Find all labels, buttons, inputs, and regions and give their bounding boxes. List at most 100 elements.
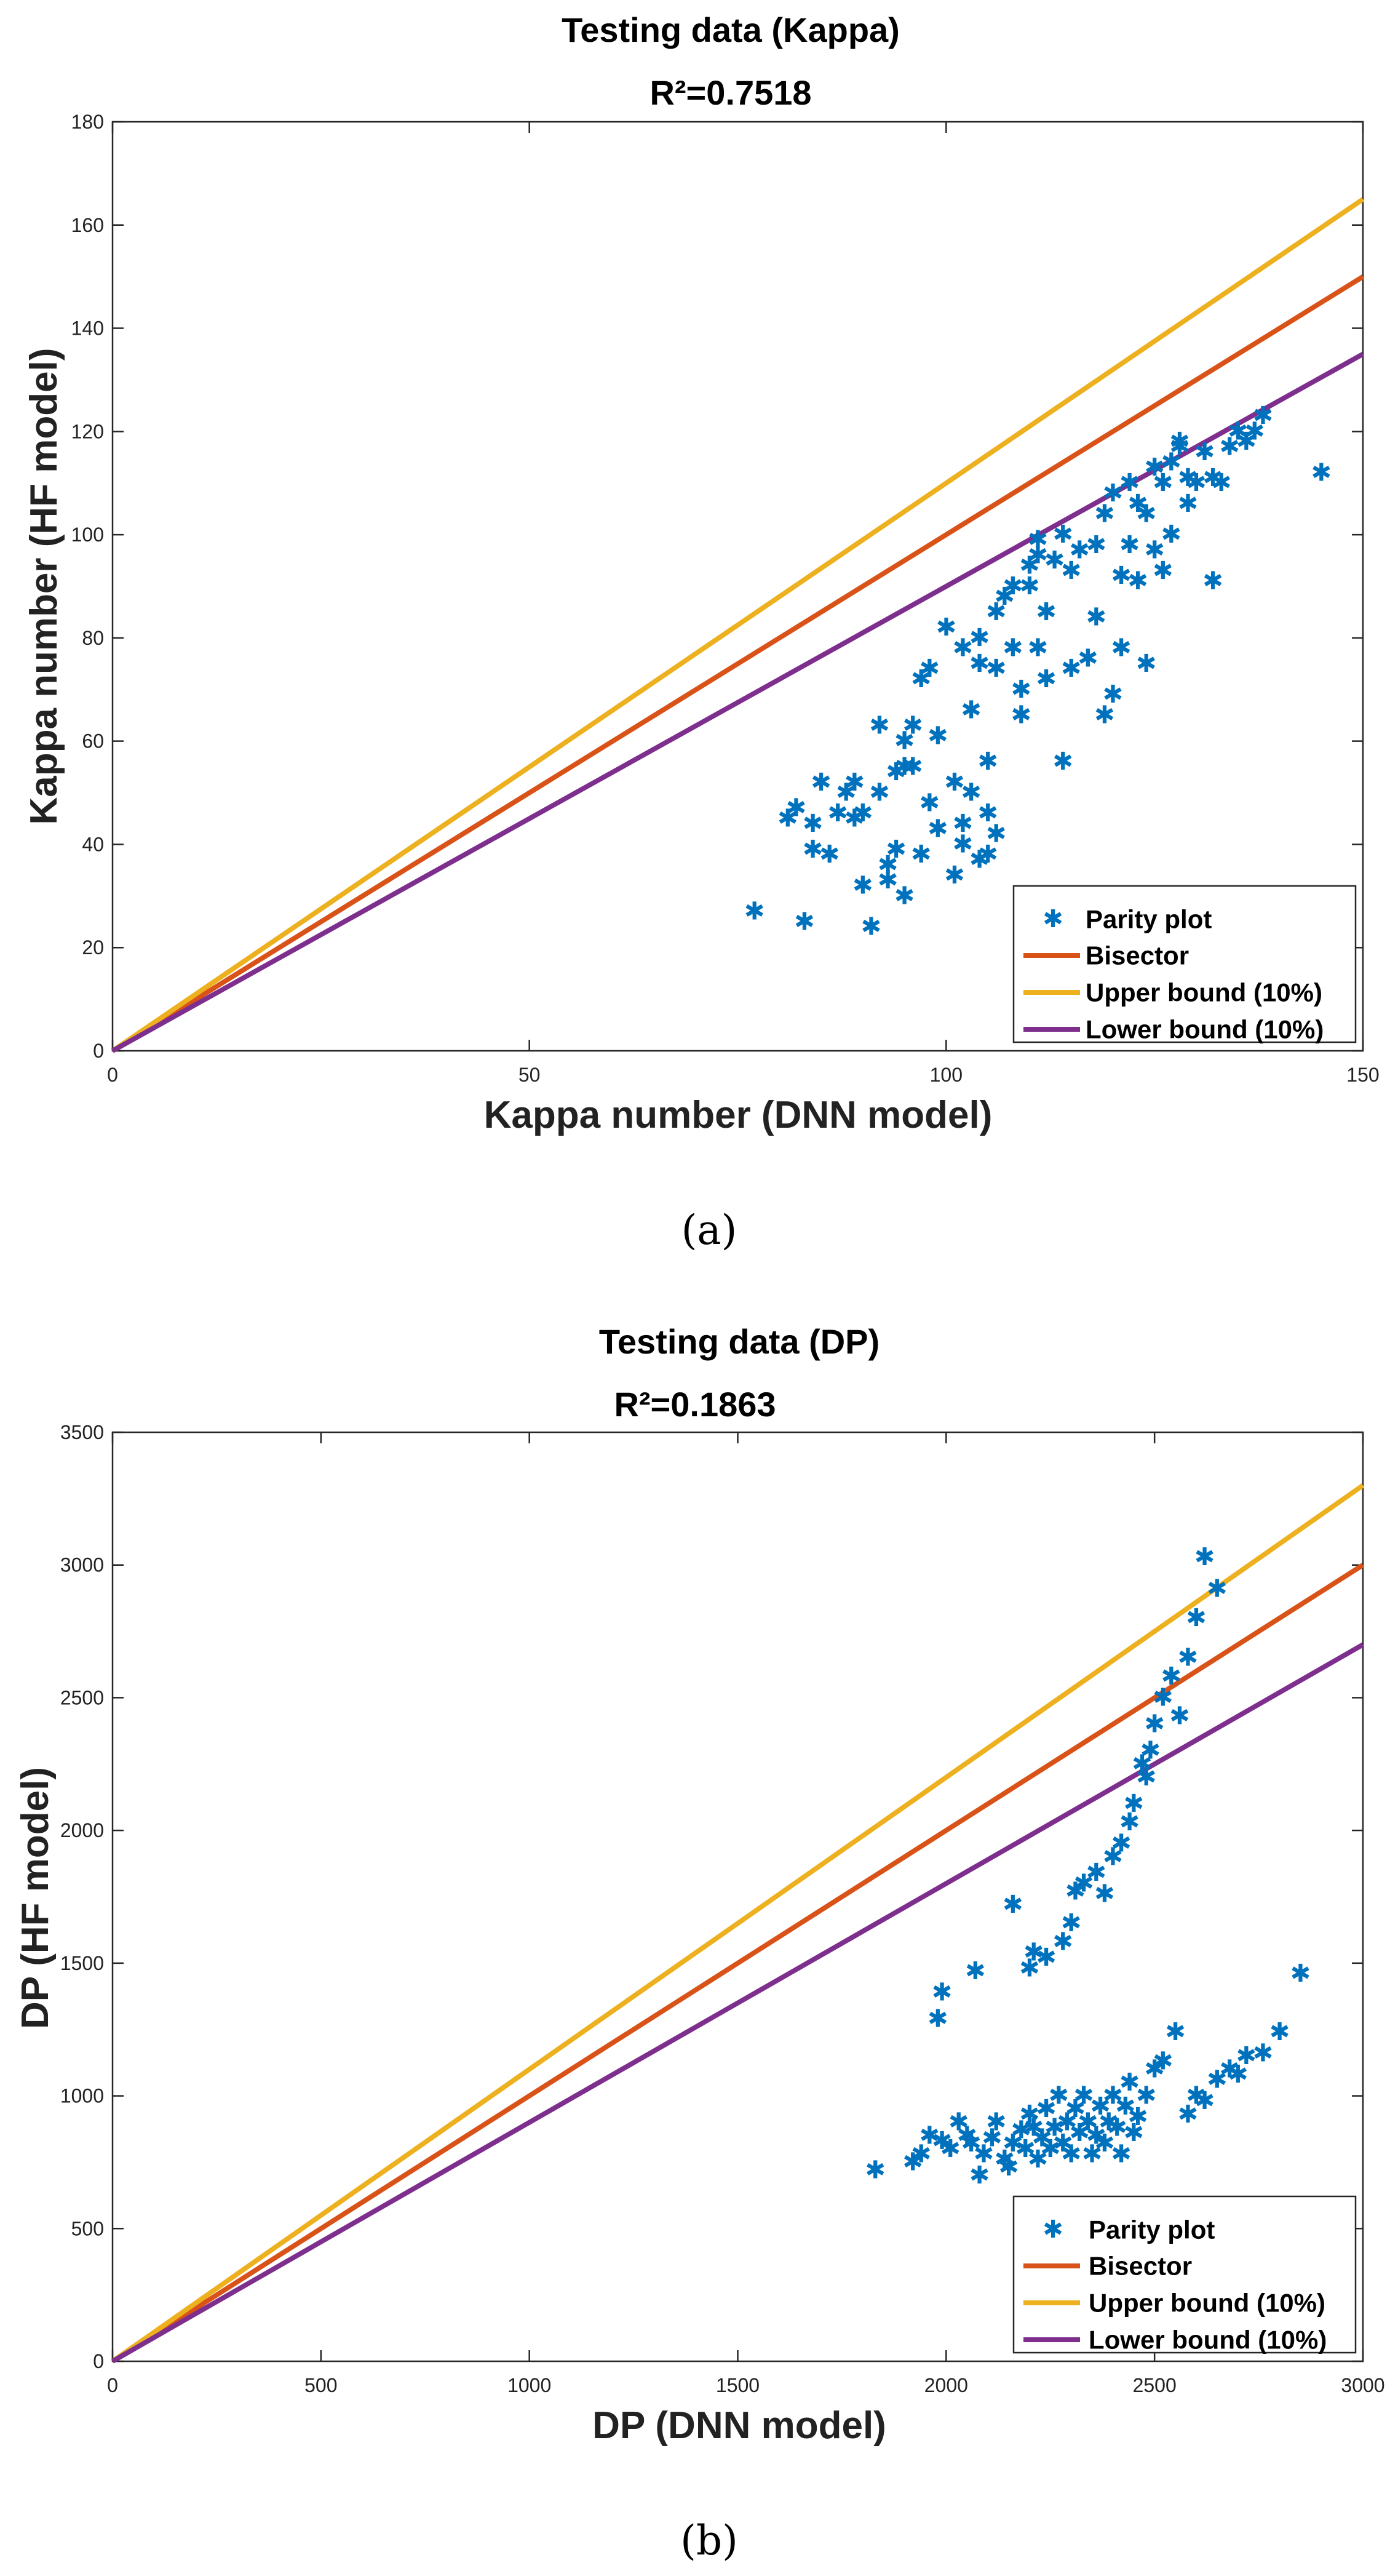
scatter-point: ✱	[1090, 2092, 1111, 2121]
scatter-point: ✱	[1194, 2087, 1215, 2115]
scatter-point: ✱	[1003, 634, 1023, 663]
plot-frame	[111, 121, 1364, 1052]
scatter-point: ✱	[1244, 417, 1265, 445]
y-tick-label: 180	[71, 111, 104, 133]
bisector-line	[111, 1563, 1365, 2364]
chart-title: Testing data (DP)	[599, 1322, 880, 1361]
scatter-point: ✱	[1111, 1830, 1132, 1858]
scatter-point: ✱	[1069, 536, 1090, 564]
x-tick-label: 150	[1346, 1064, 1379, 1086]
scatter-point: ✱	[1124, 1790, 1145, 1818]
scatter-point: ✱	[1019, 572, 1040, 600]
scatter-point: ✱	[1031, 2124, 1052, 2153]
scatter-point: ✱	[878, 851, 899, 879]
legend-entry-parity: Parity plot	[1089, 2215, 1215, 2244]
scatter-point: ✱	[1061, 1909, 1082, 1937]
scatter-point: ✱	[927, 722, 948, 750]
scatter-point: ✱	[969, 846, 990, 874]
scatter-point: ✱	[1094, 500, 1115, 528]
scatter-point: ✱	[940, 2135, 961, 2163]
scatter-point: ✱	[1065, 1877, 1086, 1905]
scatter-point: ✱	[977, 748, 998, 776]
y-axis-label: Kappa number (HF model)	[23, 348, 65, 824]
scatter-point: ✱	[986, 598, 1007, 626]
scatter-point: ✱	[953, 634, 974, 663]
scatter-point: ✱	[969, 624, 990, 652]
scatter-point: ✱	[1144, 1710, 1165, 1739]
scatter-point: ✱	[1202, 567, 1223, 596]
scatter-point: ✱	[1044, 2113, 1065, 2142]
chart-panel-b: Testing data (DP) R²=0.1863 0 500 1000 1500…	[14, 1322, 1385, 2564]
scatter-point: ✱	[1153, 557, 1174, 585]
scatter-point: ✱	[1082, 2140, 1103, 2168]
scatter-point: ✱	[982, 2124, 1003, 2153]
scatter-point: ✱	[844, 805, 865, 833]
scatter-point: ✱	[1161, 520, 1182, 549]
legend-entry-lower: Lower bound (10%)	[1086, 1015, 1324, 1044]
legend-entry-upper: Upper bound (10%)	[1089, 2289, 1325, 2318]
scatter-point: ✱	[1127, 490, 1148, 518]
scatter-point: ✱	[1019, 551, 1040, 580]
scatter-point: ✱	[911, 840, 932, 869]
scatter-point: ✱	[911, 665, 932, 693]
scatter-point: ✱	[811, 768, 832, 797]
scatter-point: ✱	[1003, 572, 1023, 600]
scatter-point: ✱	[1086, 531, 1107, 559]
scatter-point: ✱	[1049, 2082, 1070, 2110]
scatter-point: ✱	[932, 1978, 953, 2006]
scatter-point: ✱	[1161, 1662, 1182, 1691]
scatter-point: ✱	[865, 2156, 886, 2184]
scatter-point: ✱	[1069, 2119, 1090, 2147]
y-tick-label: 160	[71, 214, 104, 236]
legend-entry-parity: Parity plot	[1086, 905, 1212, 934]
scatter-point: ✱	[986, 2108, 1007, 2137]
scatter-point: ✱	[827, 799, 848, 827]
scatter-point: ✱	[1178, 490, 1199, 518]
scatter-point: ✱	[852, 799, 873, 827]
scatter-point: ✱	[1119, 469, 1140, 497]
y-tick-label: 0	[93, 1040, 104, 1062]
legend-box	[1012, 2195, 1357, 2354]
scatter-point: ✱	[1169, 428, 1190, 456]
scatter-point: ✱	[1036, 2095, 1057, 2123]
x-tick-label: 0	[107, 2374, 118, 2396]
y-axis-ticks: 0 500 1000 1500 2000 2500 3000 3500	[60, 1421, 1363, 2372]
scatter-point: ✱	[1019, 1954, 1040, 1982]
y-tick-label: 1500	[60, 1952, 104, 1974]
legend: ✱ Parity plot Bisector Upper bound (10%)…	[1012, 2195, 1357, 2355]
y-tick-label: 60	[82, 730, 104, 752]
x-tick-label: 500	[304, 2374, 337, 2396]
x-tick-label: 2000	[924, 2374, 968, 2396]
scatter-point: ✱	[777, 805, 798, 833]
scatter-point: ✱	[1003, 1891, 1023, 1919]
scatter-point: ✱	[994, 583, 1015, 611]
scatter-point: ✱	[998, 2153, 1019, 2182]
scatter-point: ✱	[1073, 1869, 1094, 1897]
scatter-point: ✱	[948, 2108, 969, 2137]
scatter-point: ✱	[1127, 567, 1148, 596]
scatter-point: ✱	[786, 794, 807, 823]
scatter-point: ✱	[932, 2127, 953, 2155]
scatter-point: ✱	[1132, 1750, 1153, 1778]
scatter-point: ✱	[936, 613, 957, 642]
scatter-point: ✱	[919, 789, 940, 817]
scatter-point: ✱	[1023, 2113, 1044, 2142]
scatter-point: ✱	[1153, 469, 1174, 497]
scatter-point: ✱	[1153, 2047, 1174, 2075]
scatter-point: ✱	[965, 1957, 986, 1985]
x-axis-ticks: 0 50 100 150	[107, 122, 1380, 1086]
scatter-point: ✱	[819, 840, 840, 869]
scatter-point: ✱	[1094, 701, 1115, 730]
scatter-point: ✱	[1086, 2121, 1107, 2150]
scatter-point: ✱	[1228, 417, 1249, 445]
y-tick-label: 20	[82, 936, 104, 959]
scatter-point: ✱	[744, 898, 765, 926]
scatter-point: ✱	[836, 779, 857, 807]
scatter-point: ✱	[1057, 2108, 1078, 2137]
scatter-point: ✱	[1119, 2068, 1140, 2097]
scatter-point: ✱	[1153, 1683, 1174, 1712]
y-tick-label: 0	[93, 2350, 104, 2372]
scatter-point: ✱	[1194, 1543, 1215, 1571]
scatter-point: ✱	[894, 882, 915, 910]
